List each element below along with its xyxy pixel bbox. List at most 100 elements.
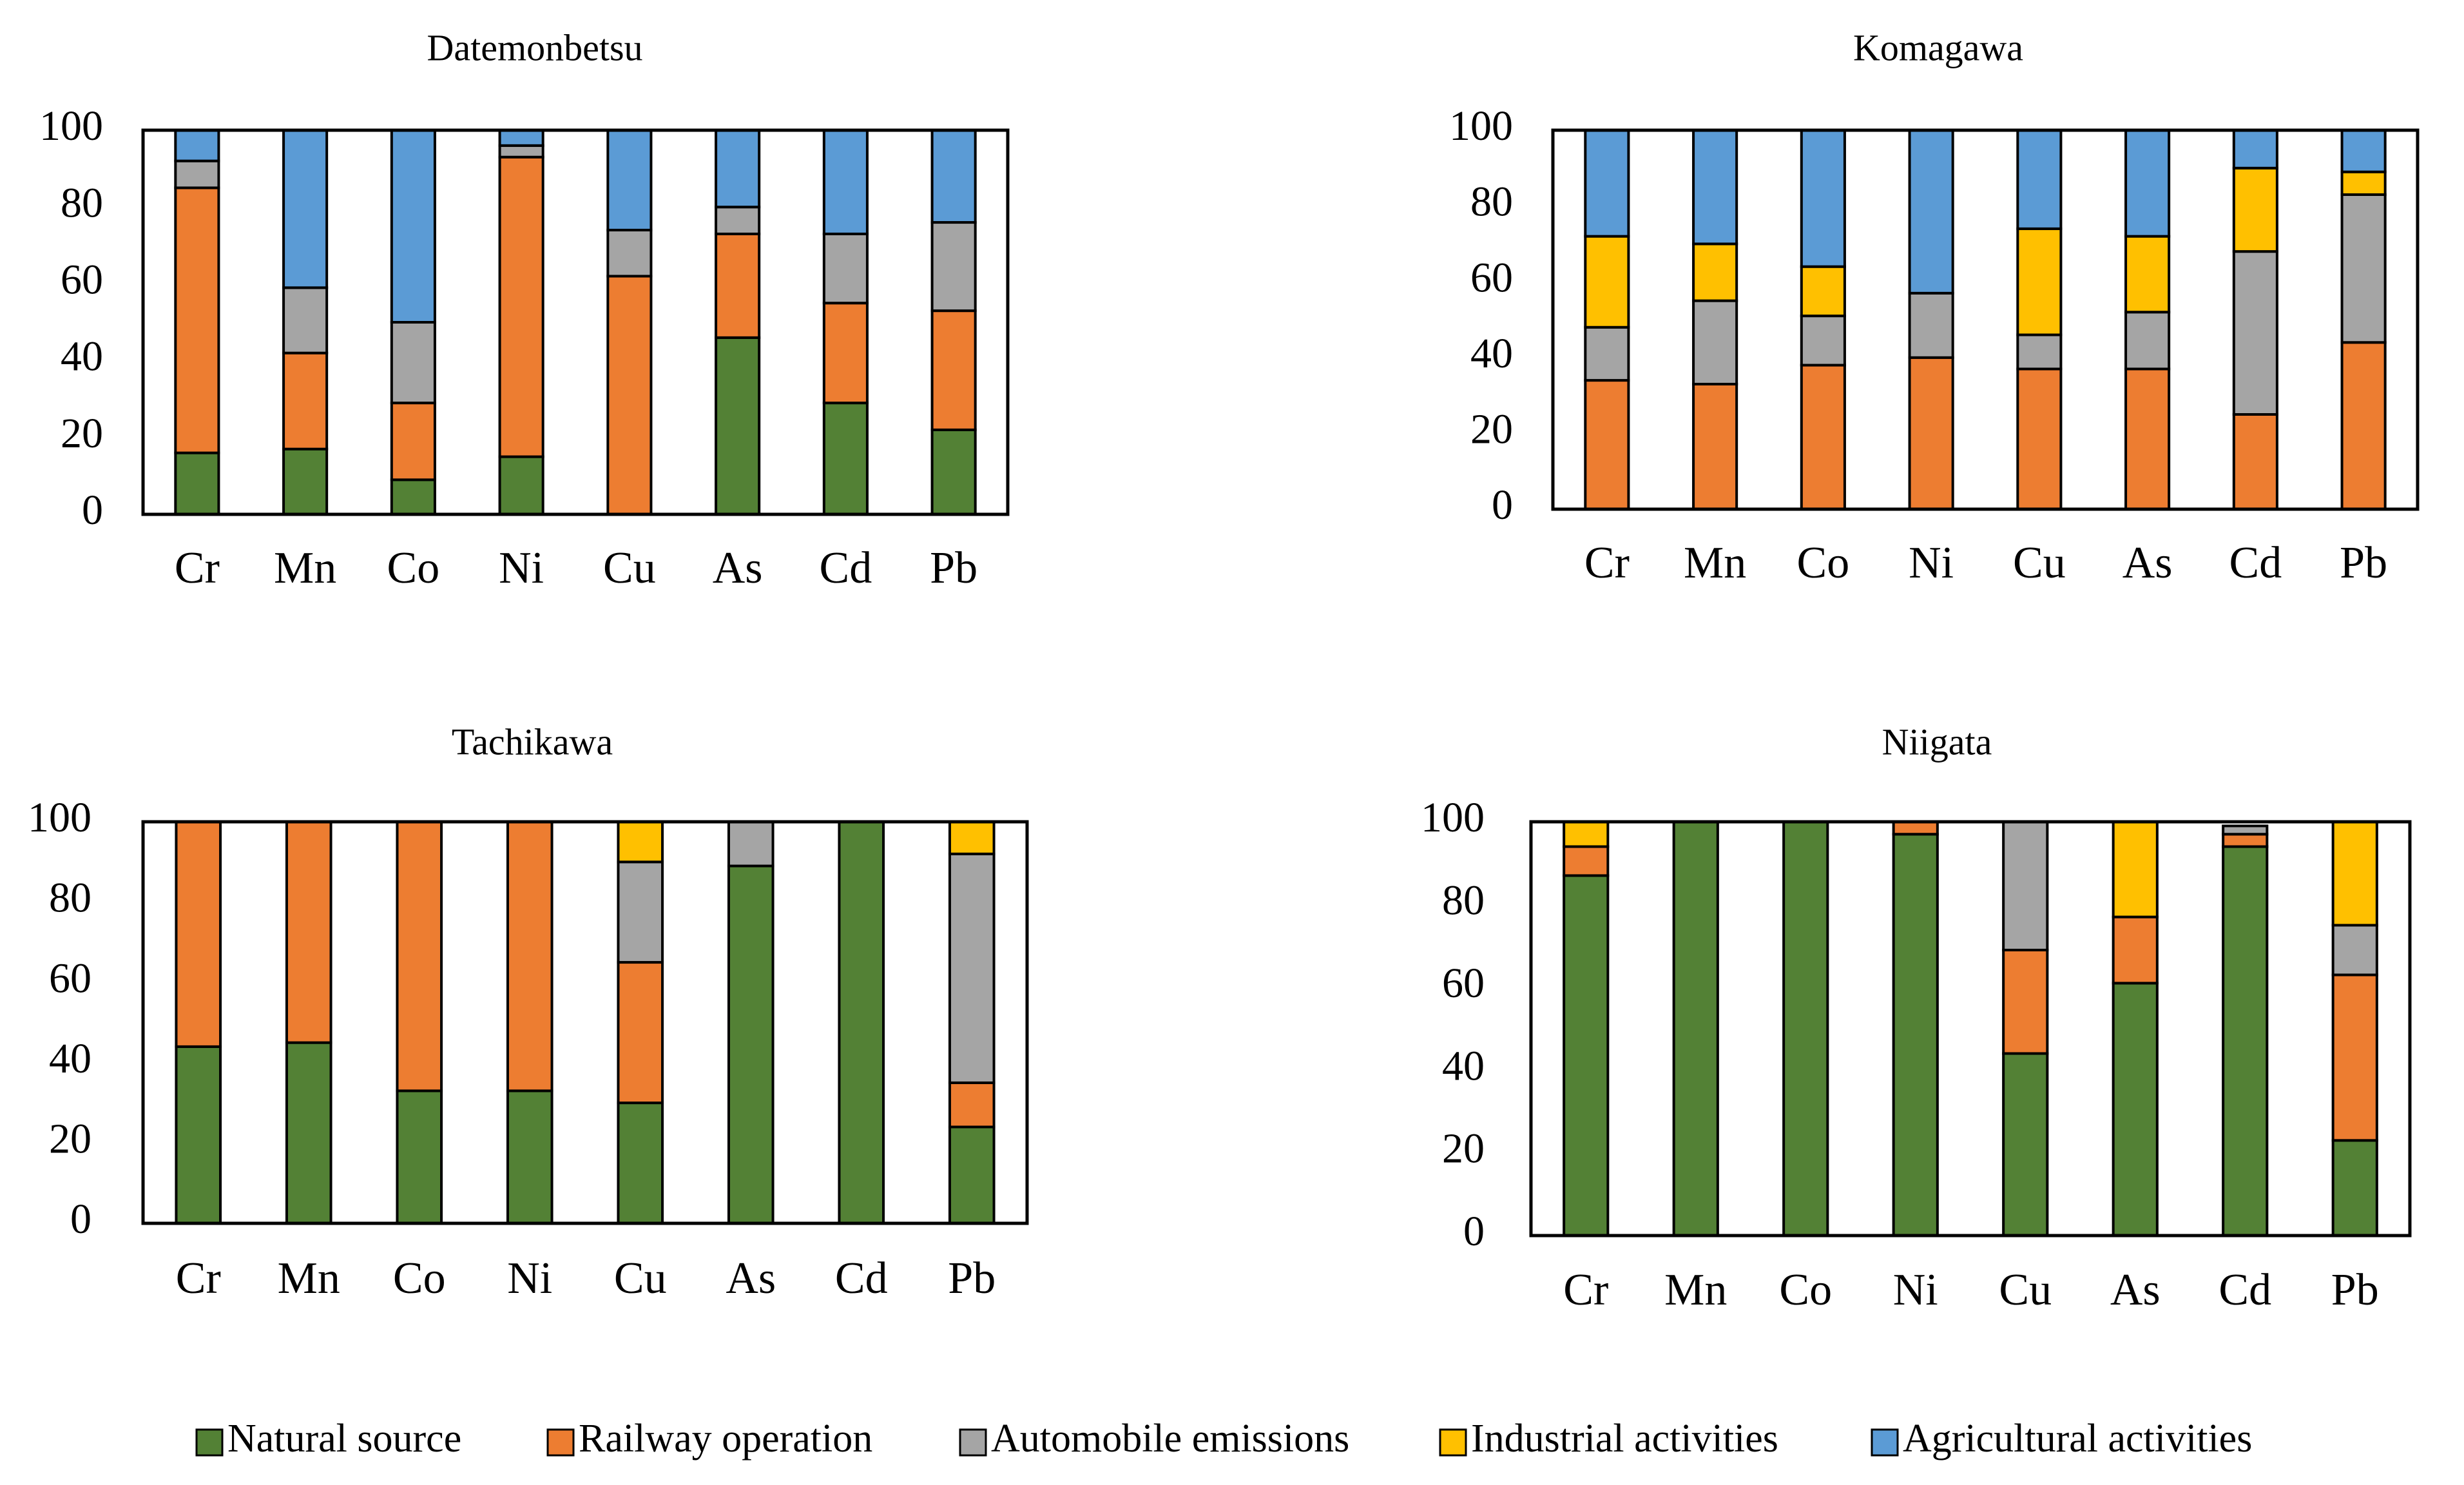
bar-mn-natural xyxy=(282,447,329,516)
x-tick-label: Co xyxy=(1779,1265,1832,1315)
bar-cu-automobile xyxy=(2002,820,2049,952)
bar-pb-railway xyxy=(930,309,977,431)
y-tick-label: 80 xyxy=(1442,877,1485,924)
bar-cr-automobile xyxy=(174,159,220,189)
y-tick-label: 100 xyxy=(39,102,103,150)
bar-pb-natural xyxy=(2331,1139,2378,1237)
bar-cu-automobile xyxy=(617,860,664,964)
x-tick-label: Cr xyxy=(175,543,220,593)
bar-pb-natural xyxy=(948,1125,996,1225)
bar-cd-agricultural xyxy=(2232,129,2278,170)
bar-as-railway xyxy=(715,232,761,339)
y-tick-label: 60 xyxy=(1442,960,1485,1007)
x-tick-label: Cr xyxy=(176,1254,221,1303)
bar-cr-natural xyxy=(1563,874,1610,1237)
bar-ni-railway xyxy=(1908,356,1954,510)
bar-pb-automobile xyxy=(930,221,977,313)
x-tick-label: As xyxy=(2122,538,2173,588)
bar-co-automobile xyxy=(1800,315,1846,367)
bar-ni-natural xyxy=(1892,833,1939,1237)
bar-cu-railway xyxy=(606,275,653,516)
bar-co-railway xyxy=(1800,364,1846,510)
bar-cr-railway xyxy=(174,186,220,454)
bar-co-railway xyxy=(396,820,443,1092)
bar-as-railway xyxy=(2112,915,2159,985)
y-tick-label: 100 xyxy=(1449,102,1513,150)
bar-pb-agricultural xyxy=(2340,129,2387,173)
x-tick-label: Cu xyxy=(2013,538,2066,588)
bar-ni-natural xyxy=(506,1089,553,1225)
y-tick-label: 60 xyxy=(1470,254,1513,301)
bar-cd-automobile xyxy=(822,232,869,305)
legend-label-agricultural: Agricultural activities xyxy=(1903,1417,2252,1461)
y-tick-label: 40 xyxy=(61,333,103,380)
bar-co-railway xyxy=(390,402,436,481)
bar-cu-railway xyxy=(2002,949,2049,1055)
x-tick-label: Ni xyxy=(1909,538,1954,588)
bar-ni-automobile xyxy=(498,144,544,159)
bar-pb-automobile xyxy=(2331,924,2378,976)
x-tick-label: Mn xyxy=(1664,1265,1727,1315)
y-tick-label: 0 xyxy=(82,487,103,534)
bar-pb-industrial xyxy=(2340,170,2387,196)
bar-cu-natural xyxy=(2002,1052,2049,1238)
bar-cd-railway xyxy=(2232,413,2278,510)
bar-cd-railway xyxy=(822,302,869,405)
x-tick-label: Pb xyxy=(2331,1265,2379,1315)
x-tick-label: Co xyxy=(387,543,440,593)
bar-cr-automobile xyxy=(1584,325,1630,382)
x-tick-label: Cd xyxy=(2229,538,2282,588)
x-tick-label: Co xyxy=(1797,538,1850,588)
legend-label-industrial: Industrial activities xyxy=(1471,1417,1778,1461)
bar-cr-natural xyxy=(174,451,220,516)
bar-cd-railway xyxy=(2222,833,2269,848)
plot-area-frame xyxy=(1551,128,2420,511)
plot-area-frame xyxy=(141,128,1010,516)
legend: Natural source Railway operation Automobil… xyxy=(195,1417,2252,1461)
bar-mn-industrial xyxy=(1692,242,1738,302)
bar-pb-automobile xyxy=(2340,193,2387,344)
y-tick-label: 40 xyxy=(1442,1042,1485,1089)
bar-ni-railway xyxy=(506,820,553,1092)
chart-title: Datemonbetsu xyxy=(427,26,642,68)
bar-mn-natural xyxy=(1672,820,1719,1237)
bar-cr-natural xyxy=(175,1045,222,1225)
bar-cd-automobile xyxy=(2222,824,2269,836)
chart-panel-tachikawa: Tachikawa 0 20 40 60 80 100 Cr Mn Co Ni Cu As Cd Pb xyxy=(28,721,1029,1303)
bar-cu-automobile xyxy=(2016,333,2063,371)
y-tick-label: 80 xyxy=(61,179,103,226)
legend-swatch-railway xyxy=(546,1428,575,1457)
chart-title: Tachikawa xyxy=(452,721,613,762)
bar-co-agricultural xyxy=(390,129,436,324)
y-tick-label: 20 xyxy=(1442,1125,1485,1172)
bar-as-industrial xyxy=(2124,235,2171,314)
x-tick-label: Cd xyxy=(820,543,872,593)
bar-ni-railway xyxy=(498,155,544,458)
y-tick-label: 60 xyxy=(61,257,103,304)
bar-cu-automobile xyxy=(606,228,653,278)
x-tick-label: Cr xyxy=(1584,538,1630,588)
chart-panel-niigata: Niigata 0 20 40 60 80 100 Cr Mn Co Ni Cu As Cd Pb xyxy=(1421,721,2412,1315)
x-tick-label: Mn xyxy=(278,1254,340,1303)
x-tick-label: Cr xyxy=(1563,1265,1608,1315)
x-tick-label: As xyxy=(713,543,763,593)
bar-cd-natural xyxy=(838,820,885,1225)
bar-ni-railway xyxy=(1892,820,1939,836)
y-tick-label: 20 xyxy=(49,1116,91,1163)
bar-cu-industrial xyxy=(617,820,664,864)
y-tick-label: 80 xyxy=(49,875,91,922)
bar-cu-natural xyxy=(617,1102,664,1225)
legend-label-automobile: Automobile emissions xyxy=(991,1417,1349,1461)
x-tick-label: Pb xyxy=(948,1254,996,1303)
x-tick-label: Pb xyxy=(930,543,977,593)
bar-as-automobile xyxy=(2124,311,2171,371)
bar-as-natural xyxy=(2112,982,2159,1237)
legend-label-railway: Railway operation xyxy=(579,1417,872,1461)
y-tick-label: 100 xyxy=(1421,794,1485,841)
x-tick-label: As xyxy=(726,1254,776,1303)
bar-pb-industrial xyxy=(948,820,996,855)
bar-cr-railway xyxy=(1563,845,1610,877)
x-tick-label: Cu xyxy=(1999,1265,2052,1315)
bar-cu-agricultural xyxy=(2016,129,2063,230)
